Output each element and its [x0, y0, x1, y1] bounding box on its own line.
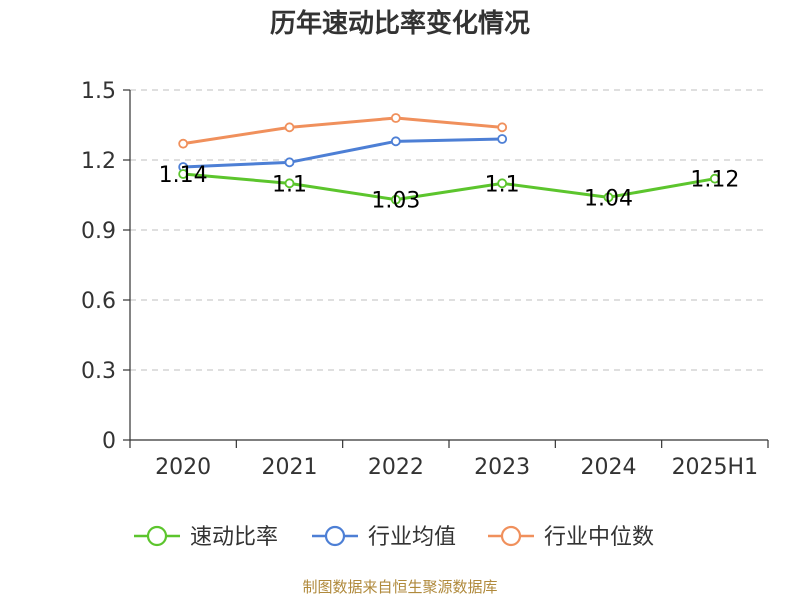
- legend-marker: [500, 525, 522, 547]
- data-labels: 1.14 1.1 1.03 1.1 1.04 1.12: [159, 163, 740, 214]
- data-label: 1.1: [485, 172, 520, 197]
- data-label: 1.12: [690, 168, 739, 193]
- legend-marker: [324, 525, 346, 547]
- data-point: [284, 157, 295, 168]
- y-tick-label: 1.2: [81, 149, 116, 174]
- x-tick-label: 2023: [474, 455, 530, 480]
- legend-item-0[interactable]: 速动比率: [134, 525, 278, 550]
- legend-item-2[interactable]: 行业中位数: [488, 525, 654, 550]
- source-note: 制图数据来自恒生聚源数据库: [302, 578, 497, 596]
- data-point: [497, 122, 508, 133]
- legend-marker: [146, 525, 168, 547]
- data-point: [709, 173, 720, 184]
- data-point: [497, 134, 508, 144]
- data-point: [178, 169, 189, 179]
- x-tick-label: 2021: [262, 455, 318, 480]
- data-point: [390, 113, 401, 123]
- y-tick-label: 0.6: [81, 289, 116, 314]
- axes: 0 0.3 0.6 0.9 1.2 1.5 2020 2021 2022 2023 2024 2025…: [81, 79, 769, 480]
- data-point: [284, 178, 295, 189]
- grid-lines: [130, 89, 768, 371]
- data-point: [603, 192, 614, 203]
- chart-title: 历年速动比率变化情况: [270, 8, 530, 39]
- data-label: 1.04: [584, 186, 633, 211]
- plot-area: [178, 113, 720, 205]
- data-point: [284, 122, 295, 133]
- legend-label: 行业均值: [368, 525, 456, 550]
- x-tick-label: 2020: [155, 455, 211, 480]
- x-tick-label: 2022: [368, 455, 424, 480]
- series-line-1: [183, 137, 503, 169]
- data-point: [178, 138, 189, 149]
- legend-label: 行业中位数: [544, 525, 654, 550]
- data-point: [390, 136, 401, 147]
- series-line-0: [183, 172, 716, 202]
- x-tick-label: 2024: [581, 455, 637, 480]
- y-tick-label: 1.5: [81, 79, 116, 104]
- data-point: [390, 194, 401, 205]
- data-point: [497, 178, 508, 189]
- legend[interactable]: 速动比率 行业均值 行业中位数: [134, 525, 654, 550]
- y-tick-label: 0: [102, 429, 116, 454]
- y-tick-label: 0.9: [81, 219, 116, 244]
- data-label: 1.03: [371, 189, 420, 214]
- data-label: 1.1: [272, 172, 307, 197]
- legend-label: 速动比率: [190, 525, 278, 550]
- series-line-2: [182, 116, 503, 146]
- y-tick-label: 0.3: [81, 359, 116, 384]
- legend-item-1[interactable]: 行业均值: [312, 525, 456, 550]
- x-tick-label: 2025H1: [672, 455, 759, 480]
- data-label: 1.14: [159, 163, 208, 188]
